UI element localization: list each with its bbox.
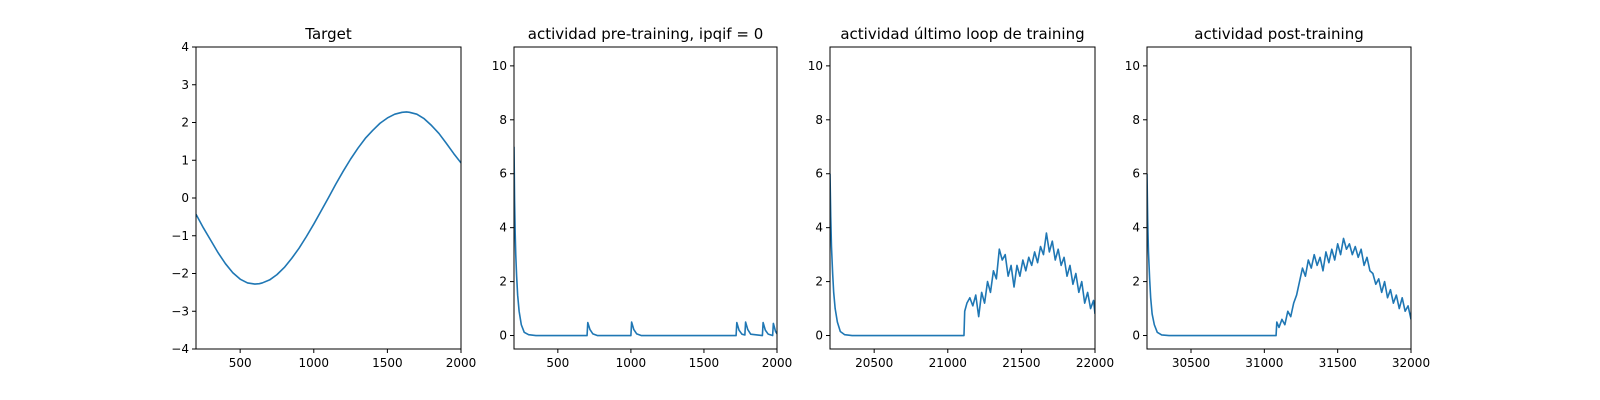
x-tick-label: 22000	[1076, 356, 1114, 370]
y-tick-label: 10	[492, 59, 507, 73]
series-line	[196, 111, 461, 285]
x-tick-label: 20500	[855, 356, 893, 370]
chart-panel-4: 30500 31000 31500 32000 0 2 4 6 8 10 actividad pos…	[1125, 25, 1430, 370]
x-tick-label: 1500	[689, 356, 720, 370]
x-tick-label: 21500	[1002, 356, 1040, 370]
axes-frame	[513, 46, 778, 350]
y-tick-label: 4	[181, 40, 189, 54]
y-tick-label: 6	[815, 167, 823, 181]
x-tick-label: 1000	[299, 356, 330, 370]
y-tick-label: 4	[1132, 221, 1140, 235]
y-tick-label: −3	[171, 304, 189, 318]
y-tick-label: 6	[499, 167, 507, 181]
series-line	[1147, 173, 1411, 337]
chart-panel-2: 500 1000 1500 2000 0 2 4 6 8 10 actividad pre-trai…	[492, 25, 793, 370]
y-tick-label: 0	[499, 329, 507, 343]
series-line	[514, 146, 777, 337]
chart-title: Target	[304, 25, 352, 43]
y-tick-label: 2	[499, 275, 507, 289]
x-tick-label: 21000	[929, 356, 967, 370]
y-tick-label: 8	[499, 113, 507, 127]
x-tick-label: 1000	[616, 356, 647, 370]
chart-title: actividad pre-training, ipqif = 0	[528, 25, 764, 43]
y-tick-label: 6	[1132, 167, 1140, 181]
x-tick-label: 1500	[372, 356, 403, 370]
y-tick-label: −1	[171, 229, 189, 243]
chart-panel-3: 20500 21000 21500 22000 0 2 4 6 8 10 actividad últ…	[808, 25, 1114, 370]
x-tick-label: 30500	[1172, 356, 1210, 370]
y-tick-label: 2	[181, 116, 189, 130]
chart-title: actividad último loop de training	[840, 25, 1084, 43]
y-tick-label: 2	[815, 275, 823, 289]
x-tick-label: 31000	[1245, 356, 1283, 370]
y-tick-label: 10	[808, 59, 823, 73]
y-tick-label: 3	[181, 78, 189, 92]
y-tick-label: −4	[171, 342, 189, 356]
x-tick-label: 2000	[762, 356, 793, 370]
x-tick-label: 31500	[1319, 356, 1357, 370]
y-tick-label: 8	[815, 113, 823, 127]
axes-frame	[1146, 46, 1412, 350]
y-tick-label: 0	[1132, 329, 1140, 343]
y-tick-label: 8	[1132, 113, 1140, 127]
x-tick-label: 32000	[1392, 356, 1430, 370]
chart-panel-1: 500 1000 1500 2000 −4 −3 −2 −1 0 1 2 3 4 Target	[171, 25, 476, 370]
y-tick-label: −2	[171, 267, 189, 281]
x-tick-label: 500	[546, 356, 569, 370]
y-tick-label: 0	[181, 191, 189, 205]
y-tick-label: 0	[815, 329, 823, 343]
y-tick-label: 1	[181, 153, 189, 167]
y-tick-label: 4	[815, 221, 823, 235]
series-line	[830, 173, 1095, 337]
y-tick-label: 2	[1132, 275, 1140, 289]
axes-frame	[829, 46, 1096, 350]
x-tick-label: 2000	[446, 356, 477, 370]
x-tick-label: 500	[229, 356, 252, 370]
chart-title: actividad post-training	[1194, 25, 1363, 43]
y-tick-label: 10	[1125, 59, 1140, 73]
y-tick-label: 4	[499, 221, 507, 235]
